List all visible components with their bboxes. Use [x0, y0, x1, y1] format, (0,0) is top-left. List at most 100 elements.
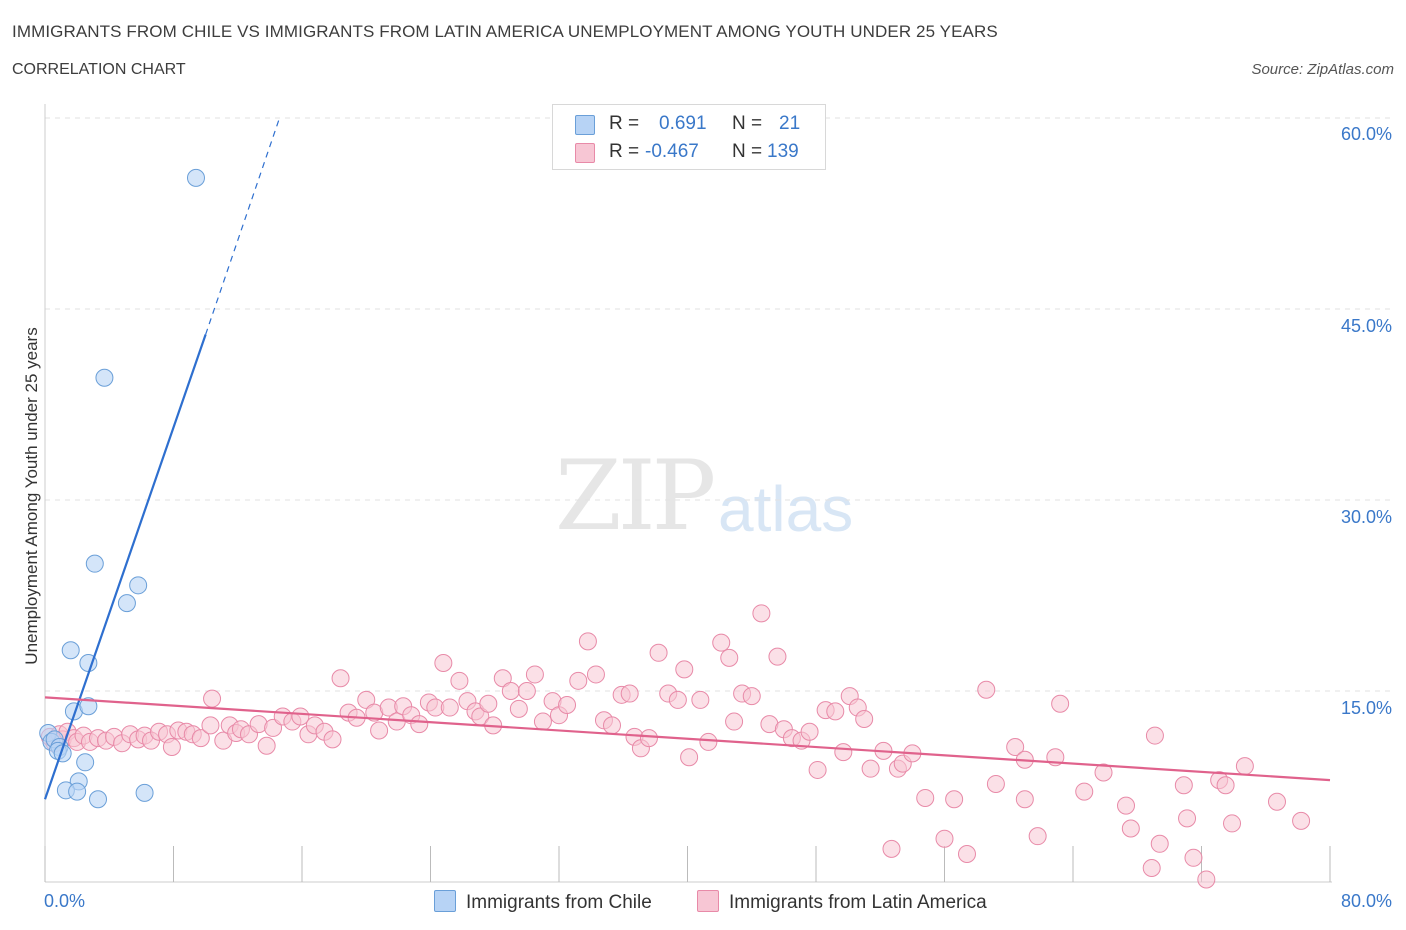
latam-point-60 [479, 694, 498, 713]
latam-point-67 [533, 712, 552, 731]
legend-n-value: 21 [779, 113, 801, 134]
legend-n-label: N = [732, 113, 763, 134]
chile-point-1 [95, 368, 114, 387]
latam-point-115 [945, 790, 964, 809]
latam-point-41 [331, 669, 350, 688]
grid-lines [45, 117, 1394, 692]
latam-point-109 [882, 839, 901, 858]
latam-swatch [575, 143, 595, 163]
latam-point-116 [957, 844, 976, 863]
latam-point-89 [720, 648, 739, 667]
latam-point-99 [800, 722, 819, 741]
chile-trend-line [43, 334, 207, 800]
latam-point-75 [603, 716, 622, 735]
legend-r-value: 0.691 [659, 113, 707, 134]
y-tick-label-45: 45.0% [1340, 316, 1392, 336]
y-tick-label-60: 60.0% [1340, 124, 1392, 144]
latam-point-70 [558, 696, 577, 715]
latam-point-117 [977, 680, 996, 699]
latam-point-95 [768, 647, 787, 666]
chile-legend-swatch [434, 890, 456, 912]
watermark-zip: ZIP [555, 440, 716, 552]
latam-point-80 [639, 729, 658, 748]
latam-point-100 [808, 760, 827, 779]
latam-point-119 [1006, 738, 1025, 757]
latam-point-90 [725, 712, 744, 731]
latam-point-102 [826, 702, 845, 721]
latam-point-77 [620, 684, 639, 703]
chile-legend-label: Immigrants from Chile [466, 892, 652, 913]
latam-point-118 [986, 774, 1005, 793]
latam-point-103 [834, 743, 853, 762]
latam-point-23 [191, 729, 210, 748]
latam-legend-label: Immigrants from Latin America [729, 892, 987, 913]
source-label: Source: ZipAtlas.com [1251, 61, 1394, 78]
axes [44, 104, 1332, 883]
latam-point-44 [357, 690, 376, 709]
y-axis-label: Unemployment Among Youth under 25 years [22, 327, 41, 665]
latam-point-138 [1223, 814, 1242, 833]
legend-r-label: R = [609, 113, 640, 134]
latam-point-87 [699, 732, 718, 751]
latam-point-86 [691, 690, 710, 709]
latam-point-106 [855, 710, 874, 729]
chart-title: IMMIGRANTS FROM CHILE VS IMMIGRANTS FROM… [12, 22, 998, 41]
latam-point-126 [1094, 763, 1113, 782]
bottom-legend-latam: Immigrants from Latin America [697, 890, 987, 914]
latam-point-72 [578, 632, 597, 651]
y-tick-label-15: 15.0% [1340, 698, 1392, 718]
bottom-legend-chile: Immigrants from Chile [434, 890, 652, 914]
chile-point-20 [135, 783, 154, 802]
latam-point-66 [525, 665, 544, 684]
latam-point-132 [1174, 776, 1193, 795]
legend-r-value: -0.467 [645, 141, 699, 162]
latam-point-92 [742, 687, 761, 706]
latam-point-113 [916, 788, 935, 807]
latam-point-54 [434, 653, 453, 672]
latam-point-55 [440, 698, 459, 717]
latam-point-88 [712, 633, 731, 652]
latam-point-84 [675, 660, 694, 679]
trend-lines [43, 117, 1331, 800]
latam-point-107 [861, 759, 880, 778]
chile-point-5 [61, 641, 80, 660]
chile-point-3 [129, 576, 148, 595]
legend-n-value: 139 [767, 141, 799, 162]
chile-point-0 [186, 168, 205, 187]
legend-r-label: R = [609, 141, 640, 162]
latam-point-25 [203, 689, 222, 708]
latam-point-135 [1197, 870, 1216, 889]
x-tick-label-max: 80.0% [1340, 891, 1392, 911]
latam-point-81 [649, 643, 668, 662]
chile-point-19 [89, 790, 108, 809]
latam-point-46 [370, 721, 389, 740]
correlation-legend: R = 0.691 N = 21 R = -0.467 N = 139 [552, 104, 826, 170]
latam-point-64 [509, 699, 528, 718]
latam-point-141 [1292, 811, 1311, 830]
watermark-atlas: atlas [718, 473, 854, 545]
latam-point-32 [257, 736, 276, 755]
x-tick-label-min: 0.0% [44, 891, 86, 911]
latam-point-73 [586, 665, 605, 684]
chile-point-8 [79, 697, 98, 716]
latam-point-83 [668, 690, 687, 709]
latam-point-93 [752, 604, 771, 623]
latam-point-133 [1178, 809, 1197, 828]
latam-trend-line [44, 696, 1331, 782]
latam-point-123 [1051, 694, 1070, 713]
latam-point-137 [1216, 776, 1235, 795]
latam-legend-swatch [697, 890, 719, 912]
chile-point-15 [76, 753, 95, 772]
latam-point-114 [935, 829, 954, 848]
latam-point-130 [1145, 726, 1164, 745]
latam-points [40, 604, 1311, 889]
chile-swatch [575, 115, 595, 135]
latam-point-128 [1121, 819, 1140, 838]
latam-point-40 [323, 730, 342, 749]
y-tick-label-30: 30.0% [1340, 507, 1392, 527]
chile-point-18 [68, 782, 87, 801]
latam-point-134 [1184, 848, 1203, 867]
latam-point-36 [291, 707, 310, 726]
chile-trend-extension [205, 117, 281, 335]
